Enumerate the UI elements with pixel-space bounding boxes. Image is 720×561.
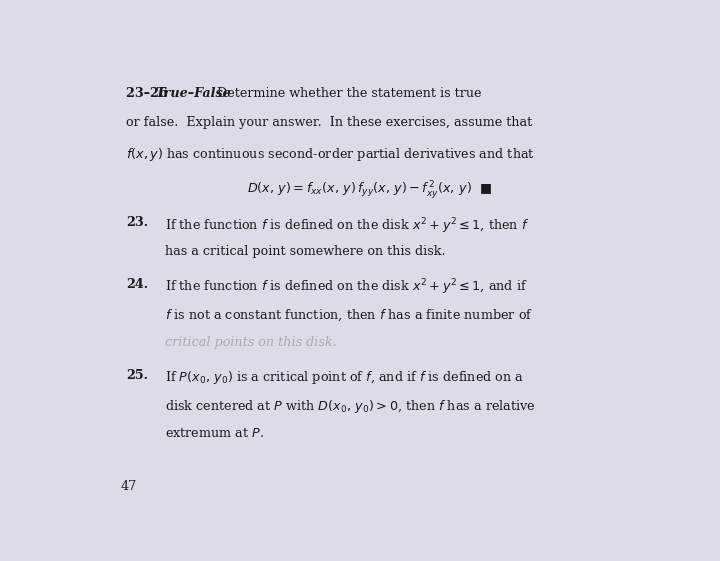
Text: or false.  Explain your answer.  In these exercises, assume that: or false. Explain your answer. In these …	[126, 116, 533, 129]
Text: disk centered at $P$ with $D(x_0,\, y_0) > 0$, then $f$ has a relative: disk centered at $P$ with $D(x_0,\, y_0)…	[166, 398, 536, 415]
Text: $f(x, y)$ has continuous second-order partial derivatives and that: $f(x, y)$ has continuous second-order pa…	[126, 145, 535, 163]
Text: 47: 47	[121, 480, 137, 493]
Text: has a critical point somewhere on this disk.: has a critical point somewhere on this d…	[166, 245, 446, 259]
Text: True–False: True–False	[156, 87, 231, 100]
Text: If $P(x_0,\, y_0)$ is a critical point of $f$, and if $f$ is defined on a: If $P(x_0,\, y_0)$ is a critical point o…	[166, 369, 524, 386]
Text: 24.: 24.	[126, 278, 148, 291]
Text: If the function $f$ is defined on the disk $x^2 + y^2 \leq 1$, and if: If the function $f$ is defined on the di…	[166, 278, 528, 297]
Text: critical points on this disk.: critical points on this disk.	[166, 337, 337, 350]
Text: 23.: 23.	[126, 216, 148, 229]
Text: $f$ is not a constant function, then $f$ has a finite number of: $f$ is not a constant function, then $f$…	[166, 307, 534, 323]
Text: If the function $f$ is defined on the disk $x^2 + y^2 \leq 1$, then $f$: If the function $f$ is defined on the di…	[166, 216, 530, 236]
Text: extremum at $P$.: extremum at $P$.	[166, 427, 265, 440]
Text: 25.: 25.	[126, 369, 148, 381]
Text: Determine whether the statement is true: Determine whether the statement is true	[209, 87, 482, 100]
Text: $D(x,\, y) = f_{xx}(x,\, y)\,f_{yy}(x,\, y) - f_{xy}^{\,2}(x,\, y)$  ■: $D(x,\, y) = f_{xx}(x,\, y)\,f_{yy}(x,\,…	[246, 180, 492, 201]
Text: 23–26: 23–26	[126, 87, 172, 100]
